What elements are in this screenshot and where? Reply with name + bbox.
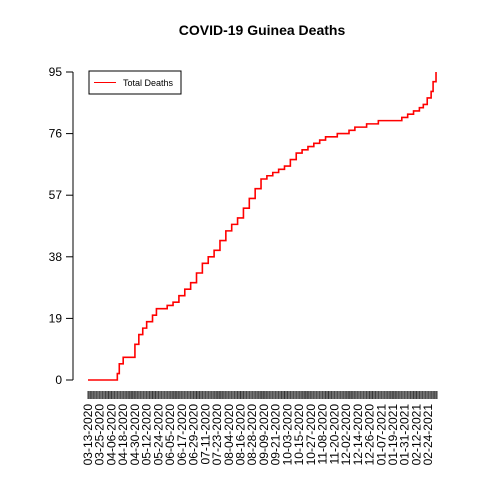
- x-tick-label: 02-24-2021: [421, 404, 435, 466]
- x-tick-label: 08-28-2020: [245, 404, 259, 466]
- x-tick-label: 11-20-2020: [327, 404, 341, 465]
- x-tick-label: 06-05-2020: [163, 404, 177, 466]
- y-tick-label: 76: [49, 127, 63, 141]
- x-tick-label: 12-14-2020: [351, 404, 365, 466]
- x-tick-label: 04-18-2020: [116, 404, 130, 466]
- legend-label-total-deaths: Total Deaths: [123, 78, 174, 88]
- x-axis-ticks: 03-13-202003-25-202004-06-202004-18-2020…: [81, 391, 438, 466]
- x-tick-label: 07-11-2020: [198, 404, 212, 465]
- x-tick-label: 09-21-2020: [269, 404, 283, 466]
- x-tick-label: 03-25-2020: [93, 404, 107, 466]
- y-tick-label: 0: [55, 373, 62, 387]
- x-tick-label: 10-27-2020: [304, 404, 318, 466]
- y-tick-label: 38: [49, 250, 63, 264]
- x-tick-label: 07-23-2020: [210, 404, 224, 466]
- x-tick-label: 12-26-2020: [363, 404, 377, 466]
- x-tick-label: 09-09-2020: [257, 404, 271, 466]
- x-tick-label: 08-04-2020: [222, 404, 236, 466]
- x-tick-label: 11-08-2020: [316, 404, 330, 465]
- x-tick-label: 04-30-2020: [128, 404, 142, 466]
- x-tick-label: 02-12-2021: [409, 404, 423, 466]
- x-tick-label: 04-06-2020: [104, 404, 118, 466]
- x-tick-label: 01-07-2021: [374, 404, 388, 466]
- y-axis-ticks: 0 19 38 57 76 95: [49, 65, 73, 387]
- x-tick-label: 01-19-2021: [386, 404, 400, 466]
- y-tick-label: 19: [49, 311, 63, 325]
- x-tick-label: 08-16-2020: [234, 404, 248, 466]
- x-tick-label: 05-12-2020: [140, 404, 154, 466]
- x-tick-label: 10-03-2020: [280, 404, 294, 466]
- x-tick-label: 05-24-2020: [151, 404, 165, 466]
- y-tick-label: 57: [49, 188, 63, 202]
- x-tick-label: 12-02-2020: [339, 404, 353, 466]
- x-tick-label: 06-17-2020: [175, 404, 189, 466]
- y-tick-label: 95: [49, 65, 63, 79]
- x-tick-label: 03-13-2020: [81, 404, 95, 466]
- legend-box: [88, 70, 182, 95]
- series-line-total-deaths: [88, 72, 437, 381]
- x-tick-label: 06-29-2020: [187, 404, 201, 466]
- chart-title: COVID-19 Guinea Deaths: [179, 22, 346, 38]
- legend: Total Deaths: [88, 70, 182, 95]
- x-tick-label: 10-15-2020: [292, 404, 306, 466]
- x-tick-label: 01-31-2021: [398, 404, 412, 466]
